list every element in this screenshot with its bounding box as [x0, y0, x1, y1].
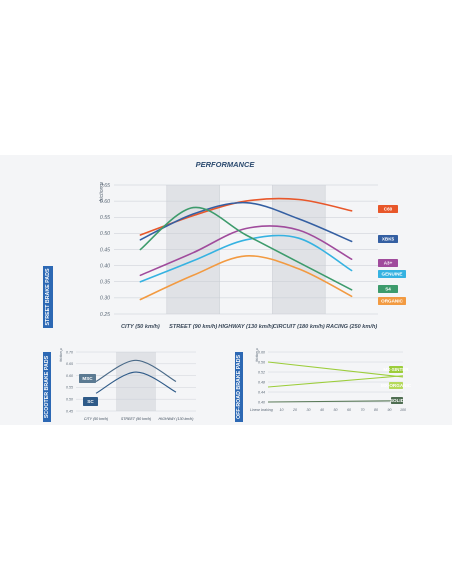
series-solid-label: SOLID — [390, 398, 405, 403]
y-tick-label: 0.40 — [100, 263, 110, 269]
shaded-band — [116, 352, 156, 411]
x-axis-label: Linear braking — [250, 408, 273, 412]
x-tick-label: 50 — [334, 408, 338, 412]
x-tick-label: 80 — [374, 408, 378, 412]
series-sc-badge — [83, 397, 98, 406]
category-label: STREET (90 km/h) — [121, 417, 151, 421]
y-tick-label: 0.55 — [100, 215, 110, 221]
y-tick-label: 0.48 — [258, 380, 265, 384]
y-tick-label: 0.70 — [66, 350, 73, 354]
x-tick-label: 30 — [307, 408, 311, 412]
y-tick-label: 0.40 — [258, 400, 265, 404]
y-tick-label: 0.56 — [258, 360, 265, 364]
series-s4-badge — [378, 285, 398, 293]
category-label: HIGHWAY (130 km/h) — [159, 417, 194, 421]
y-tick-label: 0.60 — [100, 199, 110, 205]
category-label: RACING (250 km/h) — [326, 324, 377, 330]
y-tick-label: 0.45 — [100, 247, 110, 253]
series-mx-organic-badge — [389, 382, 403, 389]
series-a3--label: A3+ — [384, 261, 393, 266]
x-tick-label: 70 — [361, 408, 365, 412]
scooter-side-bar — [43, 352, 51, 422]
series-xbk5-label: XBK5 — [382, 237, 395, 242]
x-tick-label: 40 — [320, 408, 324, 412]
series-mx-sinter-label: MX-SINTER — [383, 367, 409, 372]
series-s4-label: S4 — [385, 287, 391, 292]
category-label: HIGHWAY (130 km/h) — [218, 324, 274, 330]
x-tick-label: 10 — [280, 408, 284, 412]
series-line-a3- — [139, 225, 353, 277]
y-tick-label: 0.52 — [258, 370, 265, 374]
y-tick-label: 0.44 — [258, 390, 265, 394]
series-line-sc — [95, 371, 177, 394]
series-line-genuine — [139, 234, 353, 283]
series-c60-badge — [378, 205, 398, 213]
category-label: CITY (50 km/h) — [121, 324, 160, 330]
series-genuine-badge — [378, 270, 406, 278]
x-tick-label: 20 — [292, 408, 297, 412]
chart-title: PERFORMANCE — [196, 160, 256, 169]
series-genuine-label: GENUINE — [382, 272, 403, 277]
series-line-xbk5 — [139, 201, 353, 243]
y-tick-label: 0.65 — [100, 183, 110, 189]
x-tick-label: 60 — [347, 408, 351, 412]
category-label: CITY (50 km/h) — [84, 417, 108, 421]
y-tick-label: 0.60 — [66, 374, 73, 378]
series-mx-sinter-badge — [389, 366, 403, 373]
scooter-side-label: SCOOTER BRAKE PADS — [44, 355, 50, 418]
series-c60-label: C60 — [384, 207, 393, 212]
series-a3--badge — [378, 259, 398, 267]
y-tick-label: 0.60 — [258, 350, 265, 354]
series-line-s4 — [139, 206, 353, 291]
offroad-side-label: OFF-ROAD BRAKE PADS — [236, 355, 242, 420]
y-axis-label: friction μ — [59, 348, 63, 362]
y-tick-label: 0.55 — [66, 386, 73, 390]
x-tick-label: 90 — [388, 408, 392, 412]
series-line-msc — [95, 359, 177, 382]
series-sc-label: SC — [87, 399, 94, 404]
series-line-mx-sinter — [267, 361, 404, 378]
series-line-solid — [267, 400, 404, 403]
y-tick-label: 0.50 — [66, 398, 73, 402]
street-side-label: STREET BRAKE PADS — [45, 268, 51, 325]
y-tick-label: 0.30 — [100, 296, 110, 302]
y-axis-label: friction μ — [99, 182, 105, 202]
category-label: STREET (90 km/h) — [169, 324, 217, 330]
category-label: CIRCUIT (180 km/h) — [273, 324, 325, 330]
y-axis-label: friction μ — [255, 348, 259, 362]
series-organic-badge — [378, 297, 406, 305]
y-tick-label: 0.35 — [100, 280, 110, 286]
series-msc-badge — [79, 374, 96, 383]
chart-panel — [0, 155, 452, 425]
x-tick-label: 100 — [400, 408, 406, 412]
y-tick-label: 0.50 — [100, 231, 110, 237]
y-tick-label: 0.45 — [66, 409, 73, 413]
series-solid-badge — [391, 397, 403, 404]
series-mx-organic-label: MX-ORGANIC — [381, 383, 412, 388]
series-msc-label: MSC — [82, 376, 93, 381]
series-organic-label: ORGANIC — [381, 299, 403, 304]
offroad-side-bar — [235, 352, 243, 422]
street-side-bar — [43, 266, 53, 328]
series-line-organic — [139, 255, 353, 301]
series-line-mx-organic — [267, 375, 404, 388]
series-xbk5-badge — [378, 235, 398, 243]
y-tick-label: 0.25 — [100, 312, 110, 318]
y-tick-label: 0.65 — [66, 362, 73, 366]
